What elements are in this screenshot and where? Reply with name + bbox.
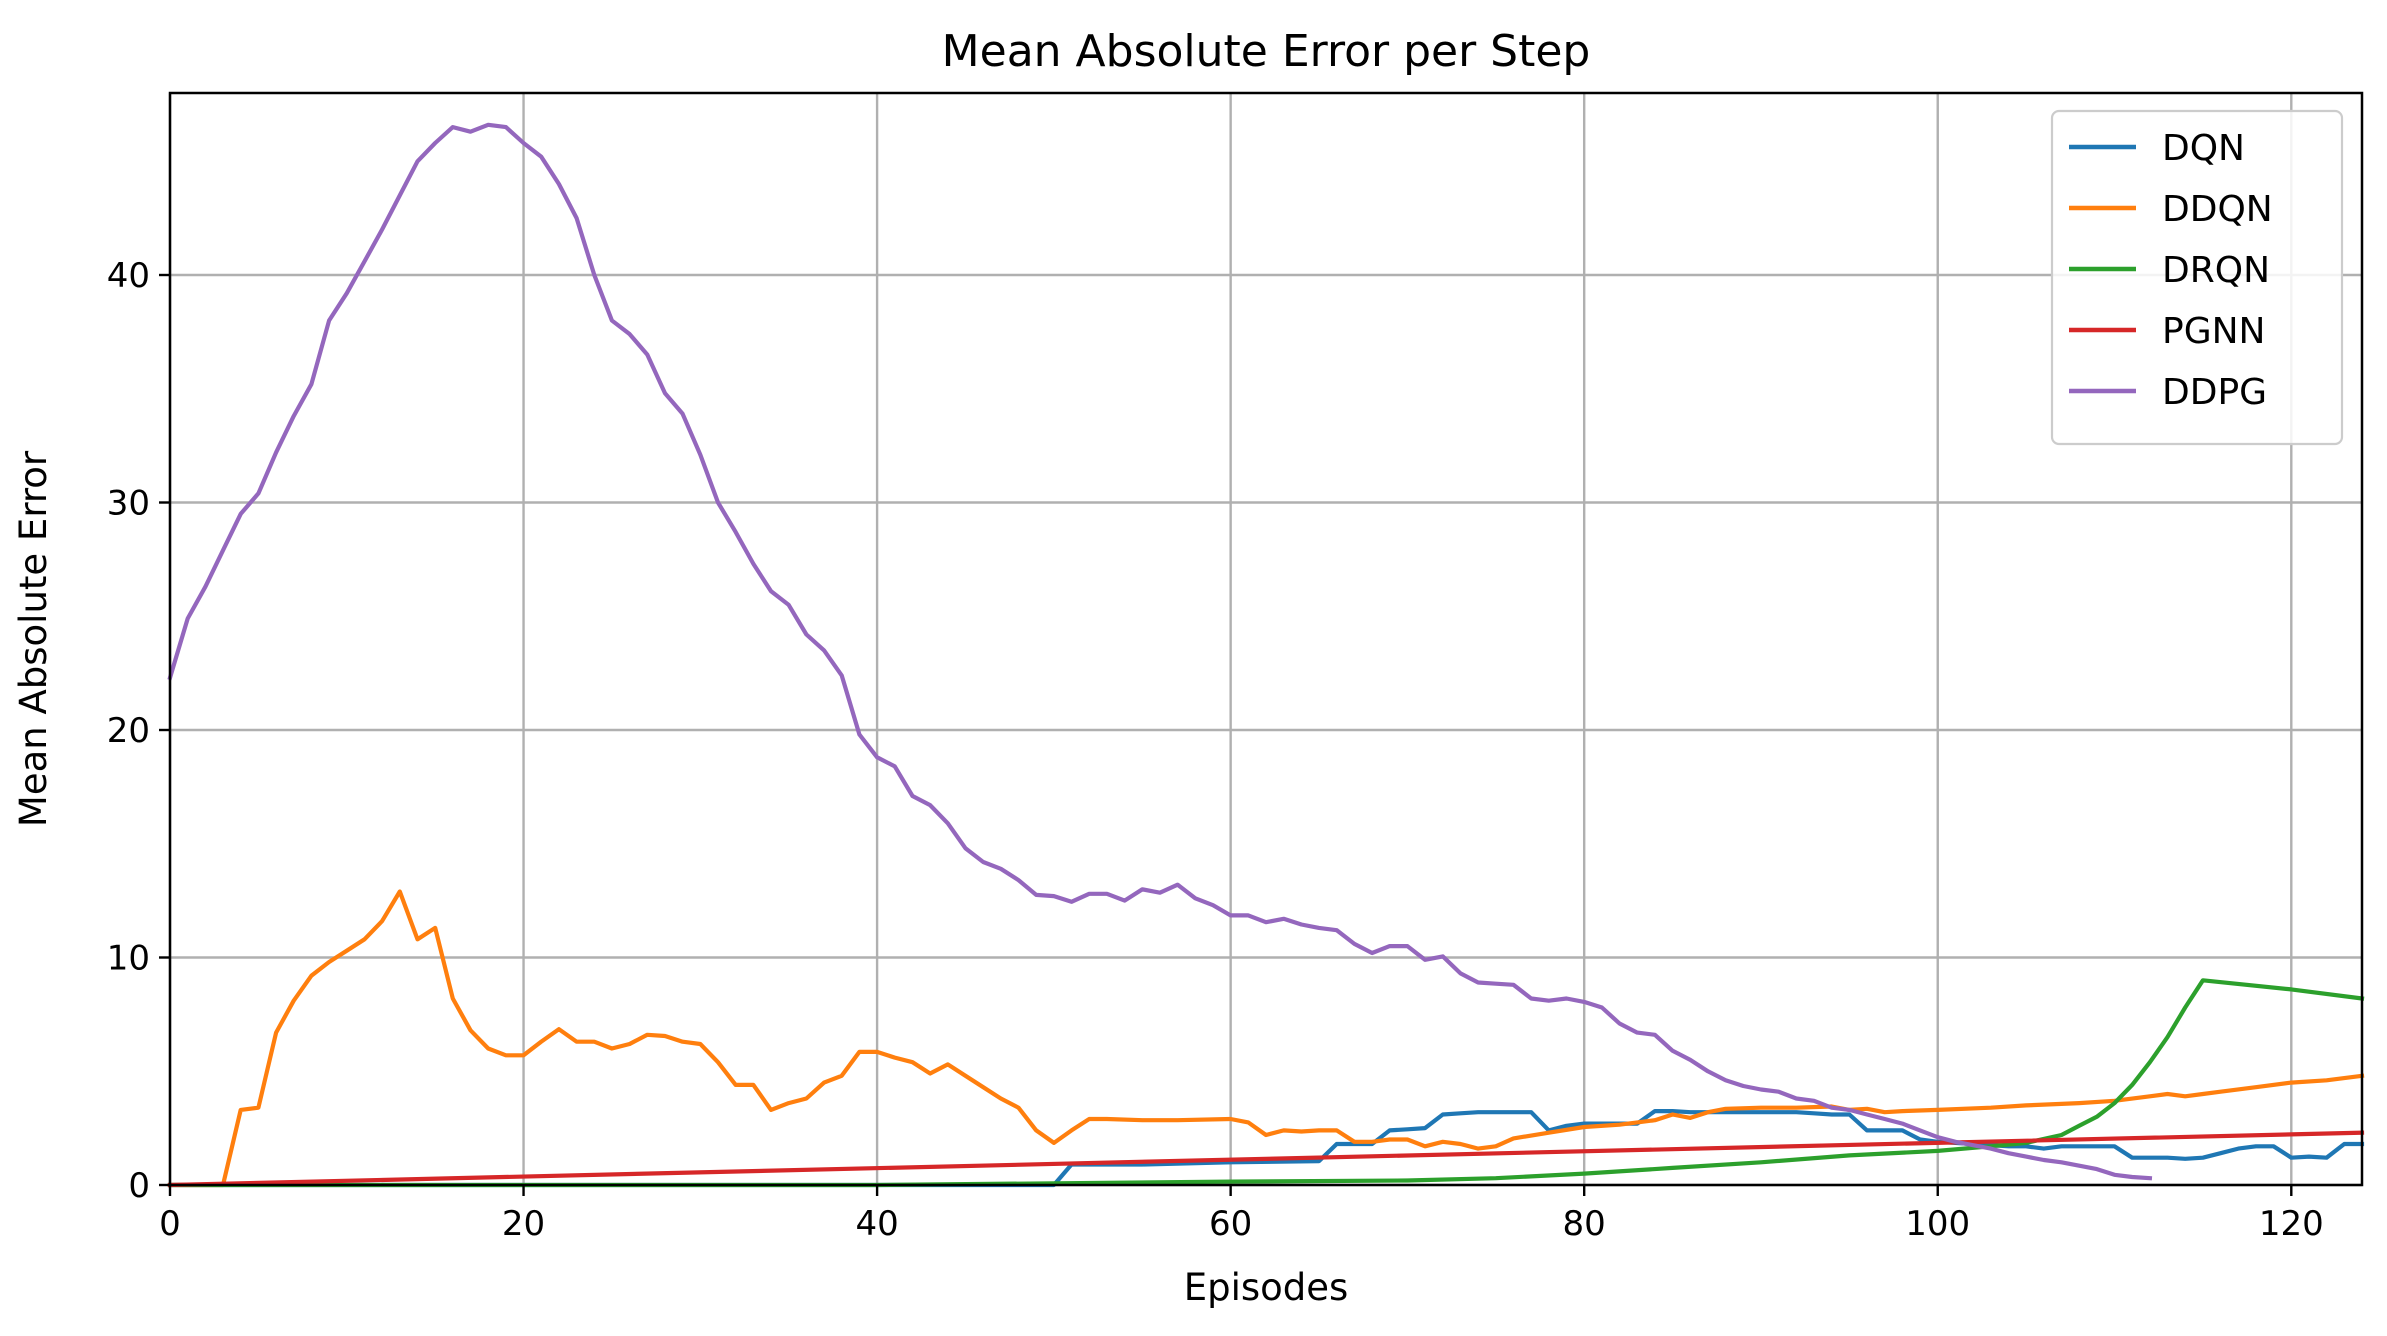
legend: DQN DDQN DRQN PGNN DDPG <box>2050 109 2344 446</box>
chart-title: Mean Absolute Error per Step <box>942 26 1591 77</box>
y-tick-label: 0 <box>128 1166 150 1206</box>
x-tick-label: 80 <box>1563 1204 1606 1244</box>
y-tick-label: 30 <box>107 484 150 524</box>
series-line-dqn <box>167 1108 2365 1188</box>
x-tick-label: 120 <box>2259 1204 2324 1244</box>
x-axis-label: Episodes <box>1184 1266 1349 1309</box>
legend-label: PGNN <box>2162 311 2265 352</box>
legend-box <box>2050 109 2344 446</box>
series-line-pgnn <box>167 1130 2365 1188</box>
y-tick-label: 40 <box>107 256 150 296</box>
series-line-ddpg <box>167 122 2153 1181</box>
x-tick-label: 40 <box>855 1204 898 1244</box>
x-tick-label: 20 <box>502 1204 545 1244</box>
series-line-drqn <box>167 978 2365 1188</box>
legend-label: DRQN <box>2162 250 2270 291</box>
y-tick-label: 20 <box>107 711 150 751</box>
x-tick-label: 0 <box>159 1204 181 1244</box>
axis-ticks: 0 20 40 60 80 100 120 0 10 20 30 40 <box>107 256 2324 1244</box>
x-tick-label: 60 <box>1209 1204 1252 1244</box>
legend-label: DDPG <box>2162 372 2267 413</box>
x-tick-label: 100 <box>1905 1204 1970 1244</box>
plot-frame <box>168 91 2364 1187</box>
legend-label: DQN <box>2162 128 2245 169</box>
y-tick-label: 10 <box>107 939 150 979</box>
series-lines <box>167 122 2365 1188</box>
legend-label: DDQN <box>2162 189 2273 230</box>
grid <box>168 93 2362 1187</box>
y-axis-label: Mean Absolute Error <box>12 450 55 827</box>
